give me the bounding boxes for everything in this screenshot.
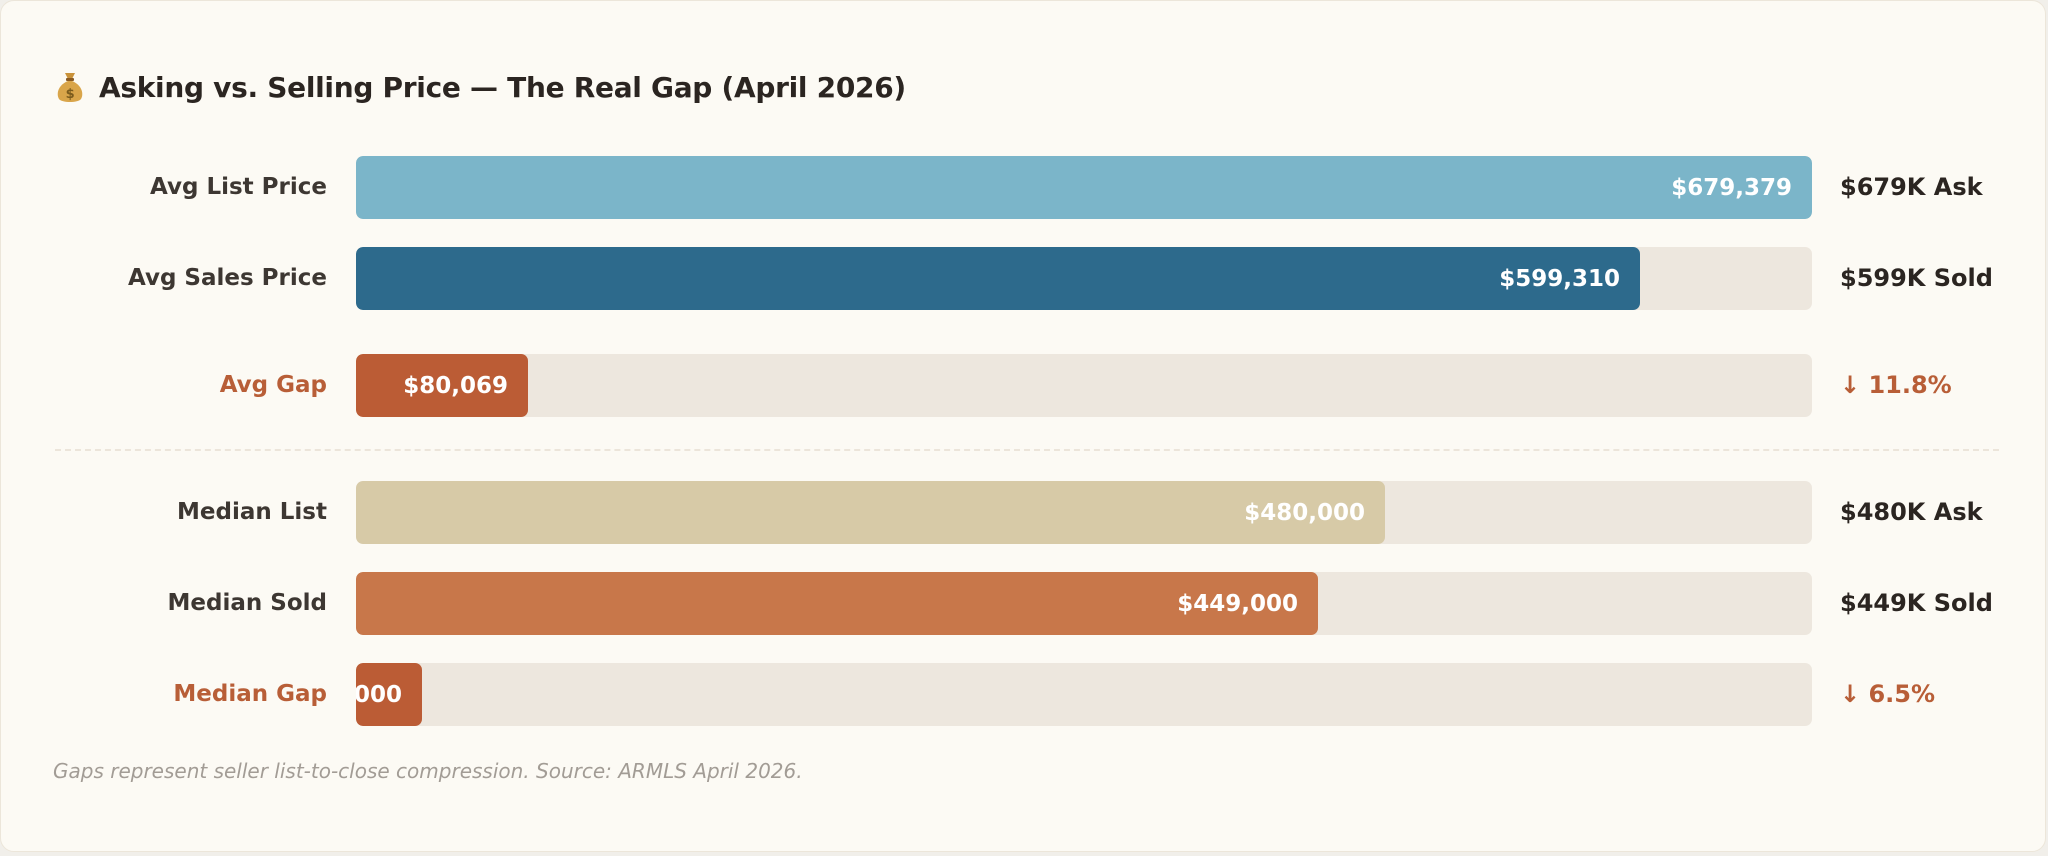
bar-row: Avg Sales Price $599,310 $599K Sold	[1, 247, 2047, 310]
money-bag-icon: $	[55, 70, 85, 104]
bar-track: $679,379	[356, 156, 1812, 219]
bar-side-label: $449K Sold	[1840, 589, 1993, 617]
bar-row: Avg List Price $679,379 $679K Ask	[1, 156, 2047, 219]
bar-track: $449,000	[356, 572, 1812, 635]
bar: $80,069	[356, 354, 528, 417]
bar-category-label: Median List	[177, 499, 327, 525]
bar-category-label: Avg List Price	[150, 174, 327, 200]
bar-track: $80,069	[356, 354, 1812, 417]
bar-side-label: $599K Sold	[1840, 264, 1993, 292]
bar-value-label: $599,310	[1499, 265, 1620, 292]
chart-title-row: $ Asking vs. Selling Price — The Real Ga…	[55, 67, 906, 107]
gap-percent-label: ↓ 6.5%	[1840, 680, 1936, 708]
bar: $31,000	[356, 663, 422, 726]
bar-category-label: Avg Sales Price	[127, 265, 327, 291]
bar-track: $31,000	[356, 663, 1812, 726]
bar-value-label: $80,069	[403, 372, 508, 399]
svg-text:$: $	[66, 87, 75, 102]
bar: $599,310	[356, 247, 1640, 310]
bar-side-label: $679K Ask	[1840, 173, 1983, 201]
bar-row: Median List $480,000 $480K Ask	[1, 481, 2047, 544]
bar-row: Median Gap $31,000 ↓ 6.5%	[1, 663, 2047, 726]
chart-title: Asking vs. Selling Price — The Real Gap …	[99, 70, 906, 104]
gap-percent-label: ↓ 11.8%	[1840, 371, 1952, 399]
bar-track: $480,000	[356, 481, 1812, 544]
footnote: Gaps represent seller list-to-close comp…	[53, 759, 803, 783]
bar-value-label: $449,000	[1177, 590, 1298, 617]
bar-row: Avg Gap $80,069 ↓ 11.8%	[1, 354, 2047, 417]
bar-value-label: $31,000	[356, 681, 402, 708]
bar-category-label: Avg Gap	[219, 372, 327, 398]
bar-category-label: Median Sold	[167, 590, 327, 616]
bar: $449,000	[356, 572, 1318, 635]
bar-side-label: $480K Ask	[1840, 498, 1983, 526]
bar-category-label: Median Gap	[173, 681, 327, 707]
bar: $679,379	[356, 156, 1812, 219]
bar-row: Median Sold $449,000 $449K Sold	[1, 572, 2047, 635]
bar-value-label: $679,379	[1671, 174, 1792, 201]
bar-value-label: $480,000	[1244, 499, 1365, 526]
bar: $480,000	[356, 481, 1385, 544]
group-divider	[55, 449, 1999, 451]
bar-track: $599,310	[356, 247, 1812, 310]
